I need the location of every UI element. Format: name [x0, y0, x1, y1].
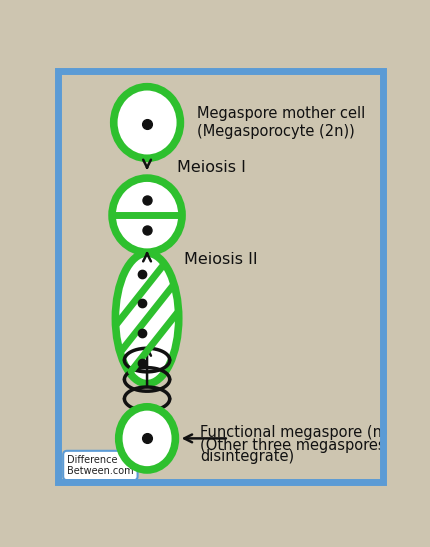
- Ellipse shape: [112, 178, 182, 252]
- Ellipse shape: [115, 253, 179, 383]
- Text: disintegrate): disintegrate): [200, 449, 295, 464]
- Text: (Other three megaspores: (Other three megaspores: [200, 438, 386, 453]
- Ellipse shape: [114, 86, 181, 158]
- Text: Megaspore mother cell
(Megasporocyte (2n)): Megaspore mother cell (Megasporocyte (2n…: [197, 106, 366, 139]
- Ellipse shape: [119, 407, 175, 470]
- Text: Functional megaspore (n): Functional megaspore (n): [200, 426, 388, 440]
- Text: Meiosis II: Meiosis II: [184, 252, 257, 267]
- Text: Meiosis I: Meiosis I: [177, 160, 246, 176]
- Text: Difference
Between.com: Difference Between.com: [67, 455, 134, 476]
